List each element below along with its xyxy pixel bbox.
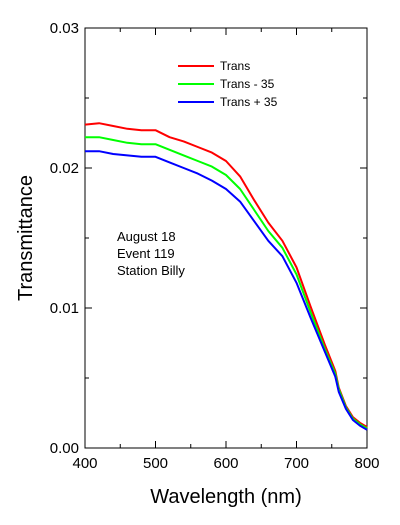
x-tick-label: 400: [72, 455, 97, 472]
x-tick-label: 600: [213, 455, 238, 472]
y-axis-title: Transmittance: [15, 175, 37, 301]
legend-label-trans-plus-35: Trans + 35: [220, 95, 278, 109]
series-line-trans-plus-35: [85, 150, 368, 431]
y-tick-label: 0.01: [50, 300, 79, 317]
annotation-line-station: Station Billy: [117, 263, 185, 278]
y-tick-label: 0.02: [50, 160, 79, 177]
legend-label-trans: Trans: [220, 59, 250, 73]
legend: Trans Trans - 35 Trans + 35: [178, 59, 278, 109]
x-tick-label: 500: [143, 455, 168, 472]
series-lines: [84, 122, 368, 431]
annotation: August 18 Event 119 Station Billy: [117, 229, 185, 278]
y-tick-label: 0.03: [50, 20, 79, 37]
x-tick-label: 800: [354, 455, 379, 472]
x-tick-label: 700: [284, 455, 309, 472]
legend-label-trans-minus-35: Trans - 35: [220, 77, 275, 91]
y-tick-label: 0.00: [50, 440, 79, 457]
x-tick-labels: 400 500 600 700 800: [72, 455, 379, 472]
x-axis-title: Wavelength (nm): [150, 486, 302, 508]
axis-ticks: [84, 27, 368, 449]
annotation-line-date: August 18: [117, 229, 176, 244]
series-line-trans-minus-35: [85, 136, 368, 430]
annotation-line-event: Event 119: [117, 246, 175, 261]
y-tick-labels: 0.00 0.01 0.02 0.03: [50, 20, 79, 457]
